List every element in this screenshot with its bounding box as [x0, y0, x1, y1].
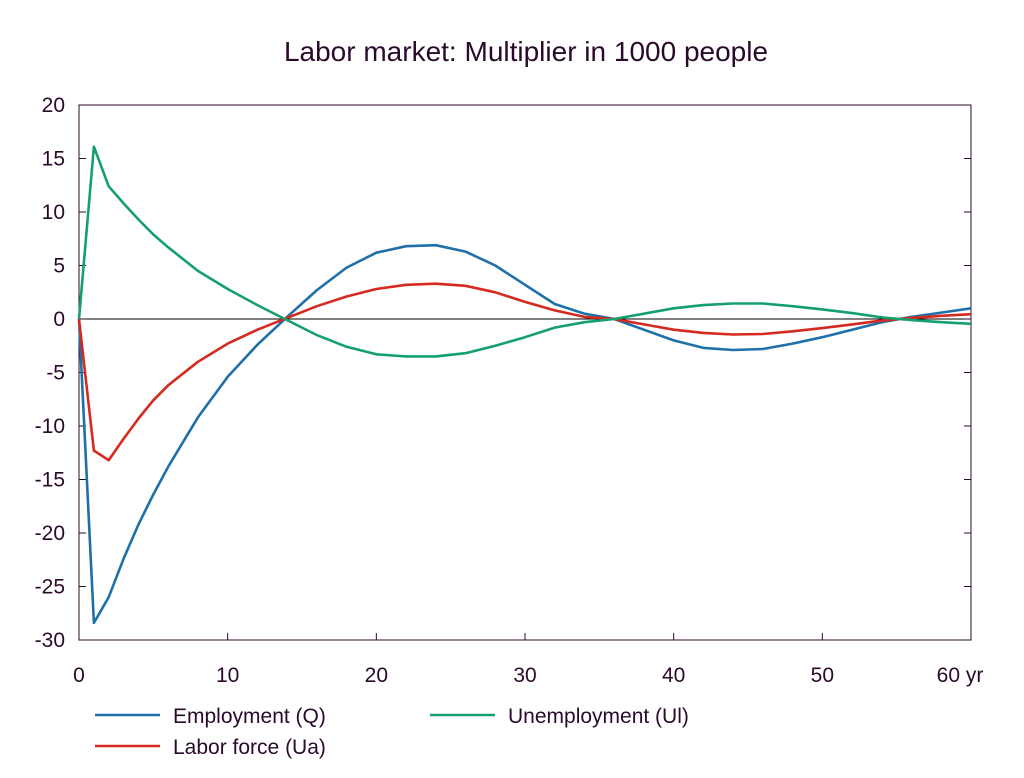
y-tick-label: -30: [35, 629, 65, 652]
y-tick-label: -15: [35, 469, 65, 492]
y-tick-label: 0: [53, 308, 65, 331]
plot-frame: [78, 104, 972, 641]
x-tick-label: 40: [662, 664, 685, 687]
x-tick-label: 10: [216, 664, 239, 687]
plot-area: [78, 104, 972, 641]
series-line-labor-force-ua: [77, 282, 972, 462]
series-line-employment-q: [77, 243, 972, 625]
x-tick-label: 60 yr: [937, 664, 984, 687]
legend-label-labor-force-ua: Labor force (Ua): [173, 736, 326, 759]
y-tick-label: 20: [42, 94, 65, 117]
x-tick-label: 50: [811, 664, 834, 687]
legend: Employment (Q) Unemployment (Ul) Labor for…: [95, 705, 689, 759]
legend-label-employment-q: Employment (Q): [173, 705, 326, 728]
y-tick-label: 10: [42, 201, 65, 224]
series-line-unemployment-ul: [77, 145, 972, 358]
y-tick-label: 5: [53, 255, 65, 278]
y-tick-label: -10: [35, 415, 65, 438]
y-tick-label: -25: [35, 576, 65, 599]
y-tick-label: -20: [35, 522, 65, 545]
x-tick-label: 0: [73, 664, 85, 687]
series-layer: [77, 145, 972, 625]
y-tick-label: 15: [42, 148, 65, 171]
chart-title: Labor market: Multiplier in 1000 people: [284, 36, 768, 67]
y-tick-label: -5: [46, 362, 65, 385]
x-tick-label: 20: [365, 664, 388, 687]
x-tick-label: 30: [513, 664, 536, 687]
legend-label-unemployment-ul: Unemployment (Ul): [508, 705, 689, 728]
